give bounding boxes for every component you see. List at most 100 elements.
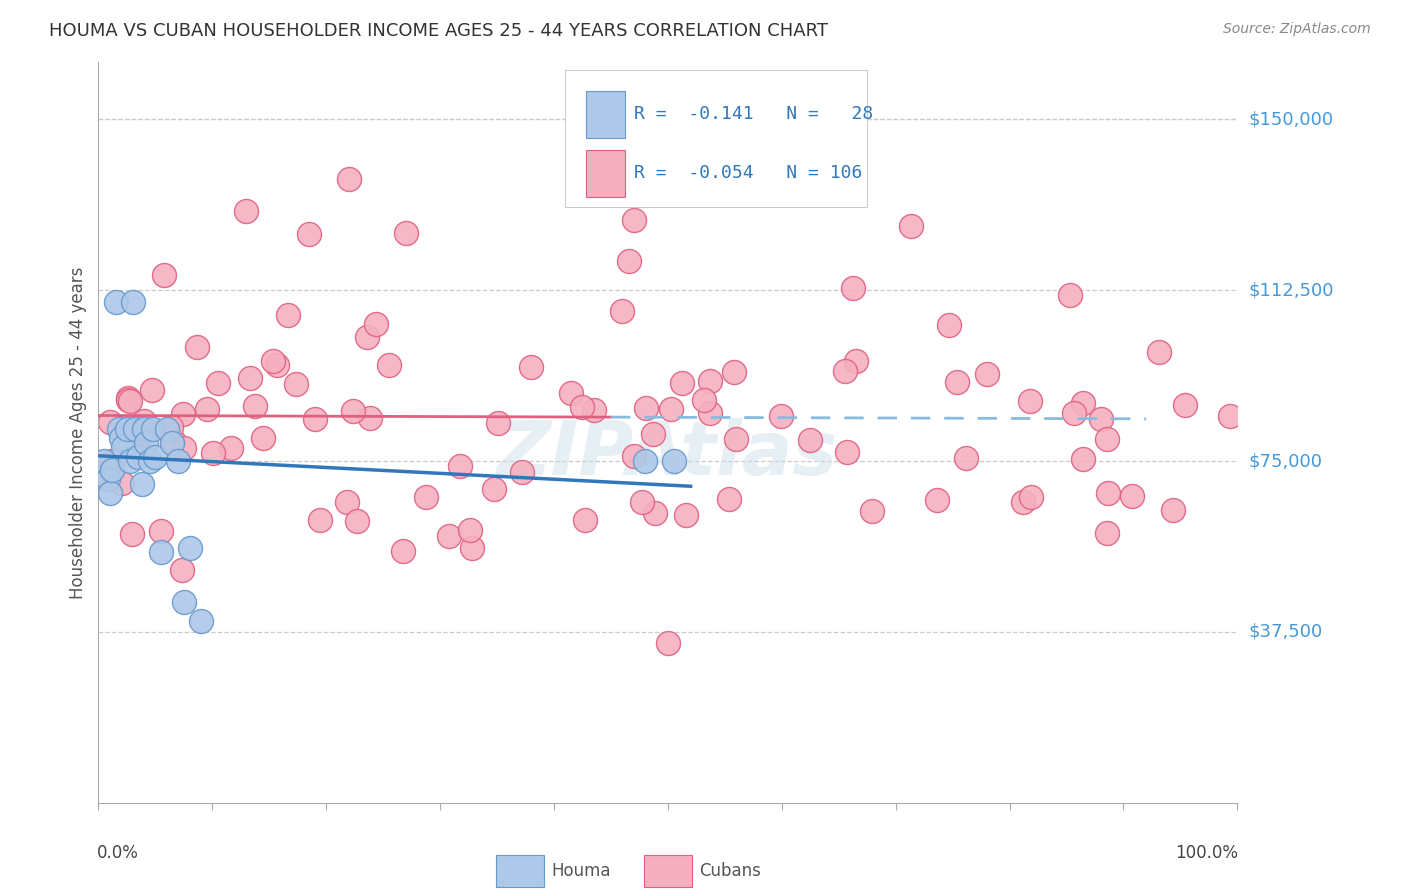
Point	[104, 294, 127, 309]
Point	[617, 254, 640, 268]
Point	[135, 435, 157, 450]
Point	[486, 417, 509, 431]
Point	[359, 410, 381, 425]
Point	[131, 426, 153, 441]
Point	[364, 318, 387, 332]
Point	[1121, 489, 1143, 503]
Point	[946, 375, 969, 389]
FancyBboxPatch shape	[565, 70, 868, 207]
Point	[190, 614, 212, 628]
Point	[100, 454, 122, 468]
Point	[630, 495, 652, 509]
Point	[202, 446, 225, 460]
Point	[131, 476, 153, 491]
Point	[179, 541, 201, 555]
Point	[243, 399, 266, 413]
Point	[662, 454, 685, 468]
Point	[277, 308, 299, 322]
Point	[671, 376, 693, 391]
Point	[415, 490, 437, 504]
Point	[1019, 490, 1042, 504]
Point	[127, 450, 149, 464]
Point	[634, 454, 657, 468]
Point	[346, 514, 368, 528]
Text: 100.0%: 100.0%	[1175, 844, 1239, 862]
Point	[460, 541, 482, 555]
Point	[769, 409, 792, 423]
Point	[342, 404, 364, 418]
Point	[582, 402, 605, 417]
Point	[842, 281, 865, 295]
Point	[634, 401, 657, 415]
Point	[120, 454, 142, 468]
Text: HOUMA VS CUBAN HOUSEHOLDER INCOME AGES 25 - 44 YEARS CORRELATION CHART: HOUMA VS CUBAN HOUSEHOLDER INCOME AGES 2…	[49, 22, 828, 40]
Text: Source: ZipAtlas.com: Source: ZipAtlas.com	[1223, 22, 1371, 37]
Point	[173, 442, 195, 456]
Point	[167, 454, 190, 468]
Point	[160, 420, 183, 434]
Point	[121, 294, 143, 309]
Point	[520, 360, 543, 375]
Point	[110, 431, 132, 445]
Point	[108, 422, 131, 436]
Point	[1019, 394, 1042, 409]
Point	[845, 353, 868, 368]
Point	[262, 353, 284, 368]
Point	[510, 466, 533, 480]
Text: $150,000: $150,000	[1249, 111, 1333, 128]
Point	[156, 422, 179, 436]
FancyBboxPatch shape	[586, 91, 624, 138]
Point	[124, 422, 146, 436]
Point	[699, 375, 721, 389]
Point	[395, 227, 418, 241]
Point	[1059, 288, 1081, 302]
Point	[239, 370, 262, 384]
Text: $37,500: $37,500	[1249, 623, 1323, 641]
Point	[96, 467, 118, 482]
Point	[718, 492, 741, 507]
Point	[1071, 451, 1094, 466]
Point	[659, 401, 682, 416]
Point	[439, 529, 461, 543]
Text: Cubans: Cubans	[699, 862, 761, 880]
Point	[723, 365, 745, 379]
Point	[98, 486, 121, 500]
Point	[120, 393, 142, 408]
Point	[1095, 525, 1118, 540]
Point	[235, 203, 257, 218]
Text: ZIPAtlas: ZIPAtlas	[498, 418, 838, 491]
Point	[149, 524, 172, 538]
Point	[150, 545, 173, 559]
Text: 0.0%: 0.0%	[97, 844, 139, 862]
Point	[121, 527, 143, 541]
Point	[799, 433, 821, 447]
Point	[309, 513, 332, 527]
Point	[1090, 411, 1112, 425]
Point	[117, 391, 139, 405]
Point	[93, 454, 115, 468]
Point	[699, 406, 721, 420]
Point	[392, 543, 415, 558]
Point	[860, 504, 883, 518]
Point	[285, 376, 308, 391]
Point	[1149, 344, 1171, 359]
FancyBboxPatch shape	[586, 150, 624, 197]
Point	[111, 475, 134, 490]
Text: $75,000: $75,000	[1249, 452, 1323, 470]
Point	[98, 416, 121, 430]
Point	[170, 563, 193, 577]
Point	[693, 393, 716, 408]
Point	[641, 426, 664, 441]
Point	[675, 508, 697, 522]
Point	[657, 636, 679, 650]
Point	[1095, 432, 1118, 446]
Point	[172, 407, 194, 421]
Point	[101, 463, 124, 477]
Point	[482, 482, 505, 496]
Point	[571, 400, 593, 414]
Point	[925, 493, 948, 508]
Point	[793, 149, 815, 163]
Point	[1063, 406, 1085, 420]
Point	[1219, 409, 1241, 423]
Point	[336, 495, 359, 509]
